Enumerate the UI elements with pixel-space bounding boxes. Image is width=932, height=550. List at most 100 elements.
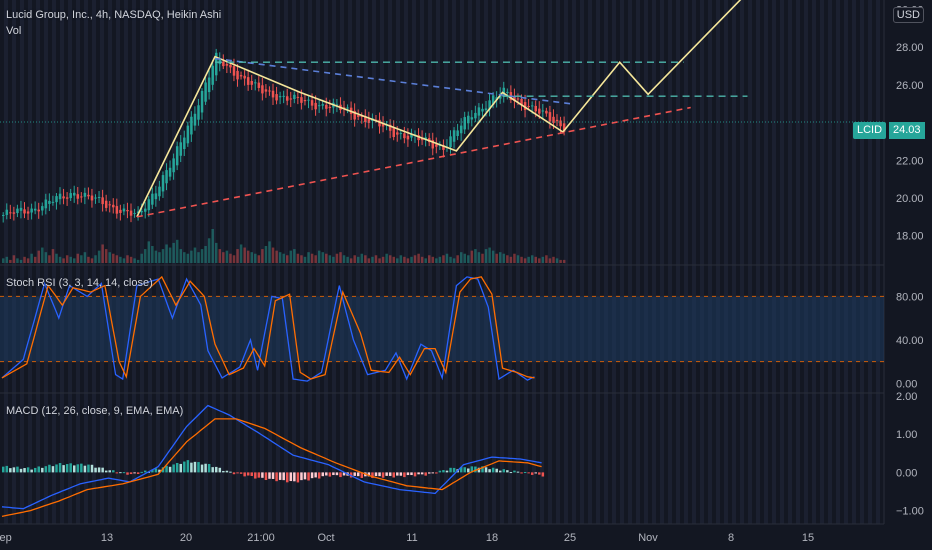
session-stripe	[36, 0, 40, 524]
session-stripe	[220, 0, 224, 524]
macd-histogram-bar	[16, 466, 19, 473]
currency-button[interactable]: USD	[892, 7, 924, 23]
macd-histogram-bar	[325, 472, 328, 476]
stoch-axis-tick: 0.00	[896, 378, 917, 390]
macd-histogram-bar	[129, 472, 133, 475]
macd-histogram-bar	[506, 470, 509, 473]
zigzag-pattern-line	[136, 55, 564, 218]
macd-histogram-bar	[442, 470, 445, 473]
volume-bar	[83, 252, 87, 263]
volume-bar	[303, 256, 307, 263]
candle-body	[555, 119, 559, 122]
session-stripe	[580, 0, 584, 524]
macd-histogram-bar	[115, 472, 119, 474]
candle-body	[126, 209, 129, 212]
macd-histogram-bar	[282, 472, 285, 481]
macd-histogram-bar	[523, 472, 527, 474]
volume-bar	[388, 255, 392, 263]
macd-histogram-bar	[481, 466, 484, 473]
macd-histogram-bar	[289, 472, 293, 482]
candle-body	[179, 142, 182, 156]
macd-signal-line	[1, 418, 542, 518]
candle-body	[335, 104, 339, 106]
candle-body	[488, 100, 491, 110]
last-price-tag: 24.03	[889, 122, 925, 139]
macd-histogram-bar	[268, 472, 271, 479]
candle-body	[310, 100, 314, 106]
session-stripe	[428, 0, 432, 524]
session-stripe	[436, 0, 440, 524]
volume-bar	[250, 252, 253, 263]
macd-histogram-bar	[495, 468, 498, 473]
session-stripe	[836, 0, 840, 524]
session-stripe	[772, 0, 776, 524]
session-stripe	[108, 0, 112, 524]
chart-title[interactable]: Lucid Group, Inc., 4h, NASDAQ, Heikin As…	[6, 9, 222, 21]
volume-bar	[282, 253, 285, 263]
candle-body	[300, 97, 303, 103]
volume-bar	[129, 256, 133, 263]
macd-histogram-bar	[378, 472, 381, 477]
volume-bar	[467, 255, 470, 263]
macd-histogram-bar	[403, 472, 406, 478]
resistance-trendline	[214, 57, 571, 105]
session-stripe	[524, 0, 528, 524]
candle-body	[222, 61, 225, 67]
price-axis-tick: 26.00	[896, 80, 924, 92]
volume-bar	[534, 256, 537, 263]
session-stripe	[604, 0, 608, 524]
volume-bar	[328, 255, 332, 263]
macd-histogram-bar	[520, 472, 523, 474]
stoch-rsi-legend[interactable]: Stoch RSI (3, 3, 14, 14, close)	[6, 277, 153, 289]
session-stripe	[660, 0, 664, 524]
volume-bar	[232, 255, 236, 263]
candle-body	[154, 193, 158, 200]
macd-histogram-bar	[215, 466, 218, 473]
macd-histogram-bar	[381, 472, 385, 478]
volume-bar	[310, 253, 314, 263]
candle-body	[264, 89, 268, 92]
volume-bar	[211, 229, 214, 263]
macd-histogram-bar	[541, 472, 545, 477]
macd-histogram-bar	[104, 470, 108, 473]
session-stripe	[348, 0, 352, 524]
macd-legend[interactable]: MACD (12, 26, close, 9, EMA, EMA)	[6, 405, 184, 417]
session-stripe	[700, 0, 704, 524]
volume-bar	[218, 249, 222, 263]
candle-body	[197, 105, 200, 120]
session-stripe	[92, 0, 96, 524]
macd-histogram-bar	[193, 461, 197, 473]
candle-body	[19, 207, 23, 211]
volume-bar	[115, 255, 119, 263]
macd-histogram-bar	[367, 472, 371, 477]
session-stripe	[420, 0, 424, 524]
candle-body	[140, 211, 143, 213]
session-stripe	[100, 0, 104, 524]
candle-body	[321, 104, 324, 106]
volume-bar	[33, 256, 37, 263]
macd-histogram-bar	[158, 469, 161, 473]
volume-bar	[268, 241, 271, 263]
macd-axis-tick: −1.00	[896, 506, 924, 518]
session-stripe	[620, 0, 624, 524]
macd-histogram-bar	[207, 463, 211, 473]
macd-histogram-bar	[374, 472, 378, 477]
volume-bar	[51, 249, 55, 263]
macd-histogram-bar	[23, 468, 26, 473]
macd-histogram-bar	[55, 464, 58, 473]
macd-histogram-bar	[349, 472, 353, 478]
macd-histogram-bar	[175, 462, 179, 473]
candle-body	[37, 209, 40, 212]
session-stripe	[308, 0, 312, 524]
volume-legend[interactable]: Vol	[6, 25, 22, 37]
volume-bar	[204, 246, 207, 263]
candle-body	[268, 90, 271, 92]
time-axis-tick: Oct	[317, 532, 334, 544]
volume-bar	[65, 255, 69, 263]
volume-bar	[197, 252, 200, 263]
candle-body	[119, 209, 122, 213]
session-stripe	[276, 0, 280, 524]
session-stripe	[236, 0, 240, 524]
macd-histogram-bar	[41, 467, 44, 473]
